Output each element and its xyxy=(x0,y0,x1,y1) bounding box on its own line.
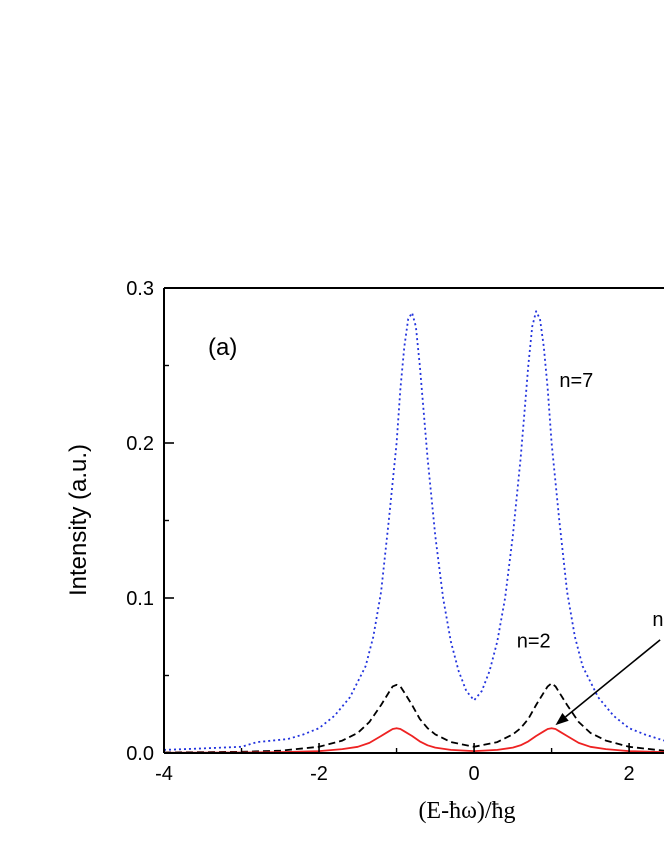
tick-labels-layer: -4 -2 0 2 0.0 0.1 0.2 0.3 xyxy=(126,278,634,785)
series-line-n1 xyxy=(164,727,664,753)
annotations-layer: n=7 n=2 n xyxy=(517,370,664,652)
annotation-n2: n=2 xyxy=(517,631,551,653)
plot-frame xyxy=(163,287,664,754)
annotation-n7: n=7 xyxy=(559,370,593,392)
y-tick-label: 0.1 xyxy=(126,588,154,610)
series-layer xyxy=(164,310,664,753)
x-tick-label: 2 xyxy=(624,763,635,785)
annotation-n1: n xyxy=(652,609,663,631)
x-tick-label: -2 xyxy=(310,763,328,785)
y-tick-label: 0.0 xyxy=(126,743,154,765)
panel-label: (a) xyxy=(208,334,237,361)
series-line-n2 xyxy=(164,682,664,753)
ticks-layer xyxy=(163,287,630,754)
annotation-arrow-line xyxy=(565,639,661,718)
annotation-arrow-head xyxy=(555,713,569,726)
y-tick-label: 0.3 xyxy=(126,278,154,300)
x-tick-label: -4 xyxy=(155,763,173,785)
y-axis-title: Intensity (a.u.) xyxy=(65,444,92,596)
x-tick-label: 0 xyxy=(469,763,480,785)
y-tick-label: 0.2 xyxy=(126,433,154,455)
x-axis-title: (E-ħω)/ħg xyxy=(418,798,515,824)
series-line-n7 xyxy=(164,310,664,751)
